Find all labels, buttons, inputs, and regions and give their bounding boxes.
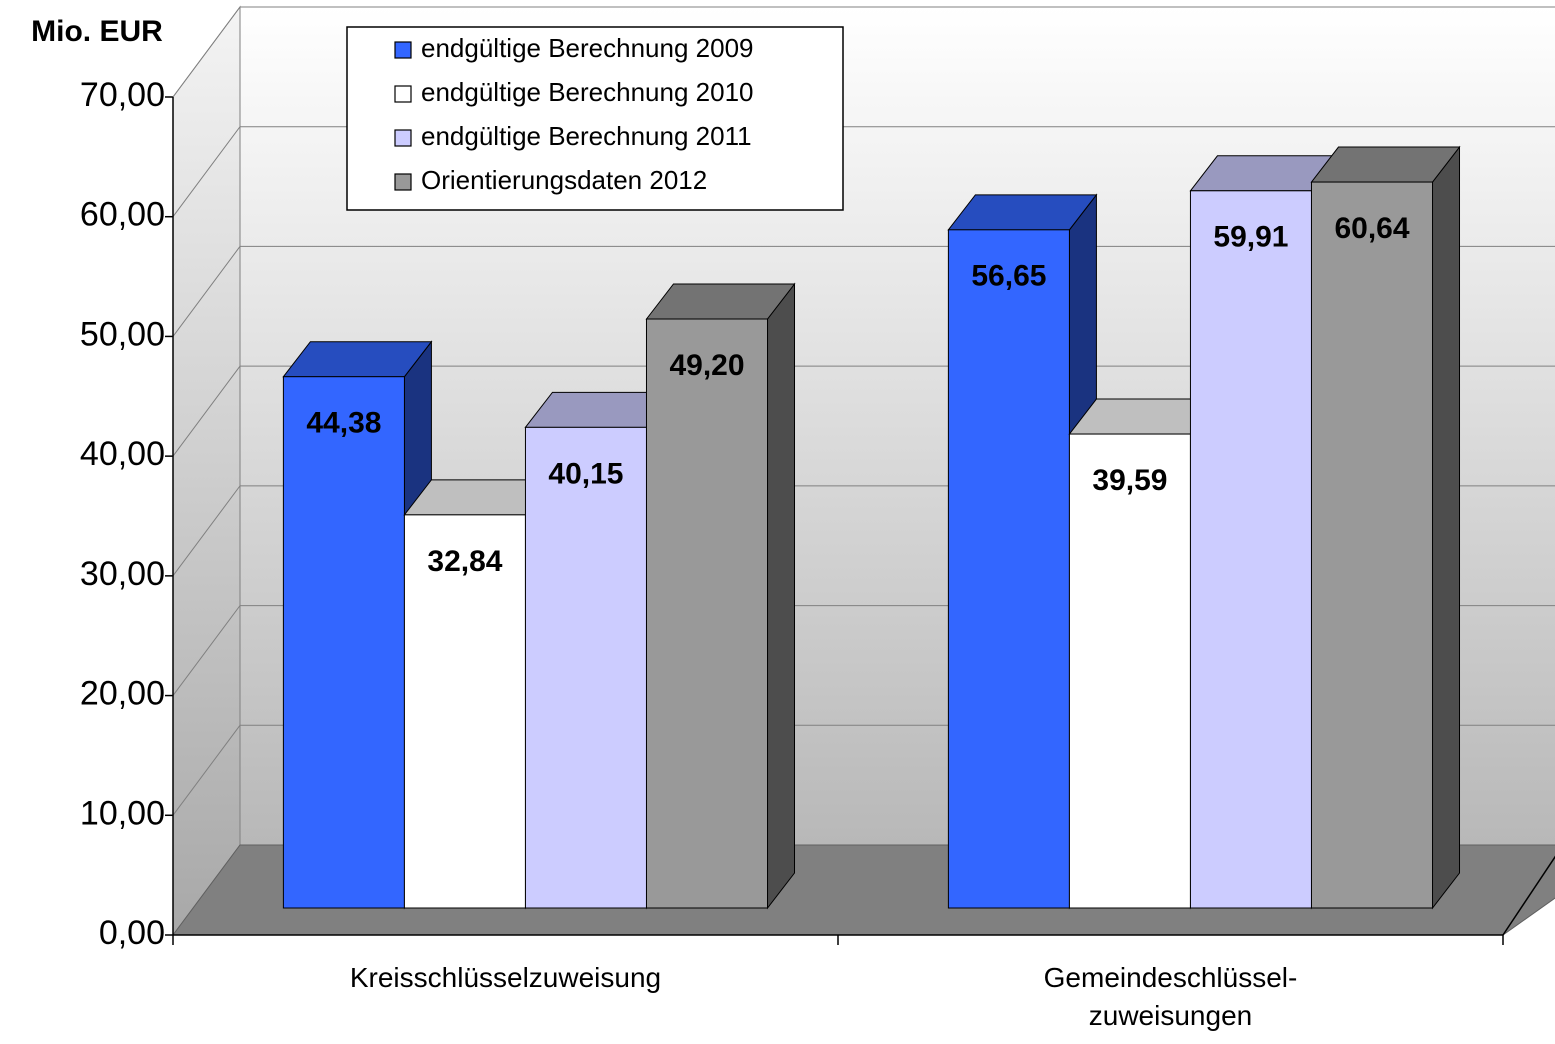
legend-label: endgültige Berechnung 2011: [421, 121, 752, 151]
y-tick-label: 40,00: [80, 435, 165, 473]
legend-label: endgültige Berechnung 2010: [421, 77, 754, 107]
legend: endgültige Berechnung 2009 endgültige Ber…: [346, 26, 844, 211]
bar: [1189, 190, 1312, 909]
data-label: 49,20: [669, 349, 744, 382]
data-label: 60,64: [1334, 212, 1409, 245]
grid-line: [172, 126, 1555, 218]
data-label: 59,91: [1213, 221, 1288, 254]
y-tick-label: 20,00: [80, 675, 165, 713]
data-label: 40,15: [548, 457, 623, 490]
legend-swatch: [394, 129, 412, 147]
grid-line: [172, 245, 1555, 337]
x-tick-label: Gemeindeschlüssel- zuweisungen: [1043, 962, 1298, 1031]
bar: [403, 514, 526, 909]
bar-side: [767, 282, 796, 910]
y-tick-label: 10,00: [80, 794, 165, 832]
x-axis-end: [1502, 855, 1555, 936]
legend-swatch: [394, 41, 412, 59]
data-label: 32,84: [427, 545, 502, 578]
legend-box: [346, 26, 844, 211]
data-label: 56,65: [971, 260, 1046, 293]
y-tick-label: 0,00: [99, 914, 165, 952]
legend-label: endgültige Berechnung 2009: [421, 33, 754, 63]
y-tick-label: 60,00: [80, 196, 165, 234]
bar: [282, 376, 405, 909]
side-wall: [172, 5, 241, 937]
y-tick-label: 50,00: [80, 315, 165, 353]
x-tick-label: Kreisschlüsselzuweisung: [349, 962, 662, 993]
bar: [645, 318, 769, 909]
data-label: 39,59: [1092, 464, 1167, 497]
y-tick-label: 70,00: [80, 76, 165, 114]
legend-swatch: [394, 173, 412, 191]
data-label: 44,38: [306, 407, 381, 440]
y-tick-label: 30,00: [80, 555, 165, 593]
bar: [1310, 181, 1434, 909]
grid-line: [172, 6, 1555, 98]
legend-label: Orientierungsdaten 2012: [421, 165, 707, 195]
bar: [1068, 433, 1191, 909]
bar: [524, 426, 647, 909]
legend-swatch: [394, 85, 412, 103]
bar-side: [1432, 145, 1461, 910]
y-axis-label: Mio. EUR: [31, 15, 163, 48]
bar: [947, 229, 1070, 909]
grid-line: [172, 365, 1555, 457]
